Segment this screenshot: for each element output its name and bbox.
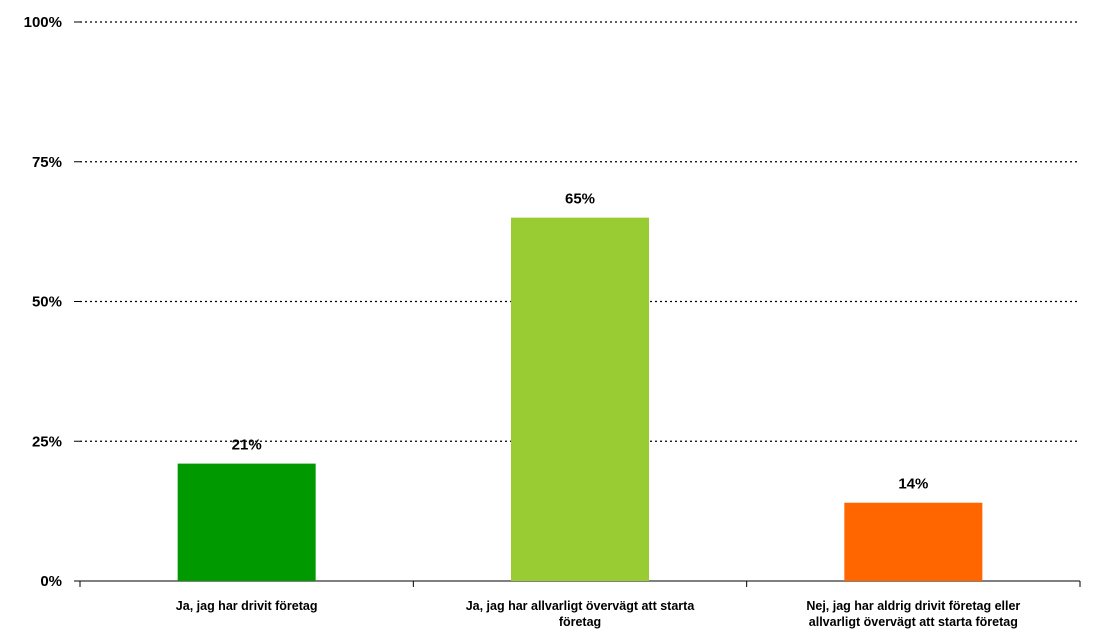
x-category-label: Nej, jag har aldrig drivit företag eller: [806, 599, 1020, 613]
y-tick-label: 75%: [32, 154, 62, 171]
bar: [511, 217, 649, 581]
x-category-label: Ja, jag har drivit företag: [176, 599, 318, 613]
x-category-label: företag: [559, 615, 601, 629]
bar: [844, 502, 983, 581]
y-tick-label: 0%: [40, 573, 62, 590]
y-tick-label: 50%: [32, 294, 62, 311]
x-category-label: allvarligt övervägt att starta företag: [809, 615, 1018, 629]
y-tick-label: 25%: [32, 433, 62, 450]
data-label: 21%: [232, 437, 262, 454]
x-category-label: Ja, jag har allvarligt övervägt att star…: [466, 599, 696, 613]
y-tick-label: 100%: [24, 14, 62, 31]
bar: [177, 463, 316, 581]
data-label: 14%: [898, 476, 928, 493]
data-label: 65%: [565, 191, 595, 208]
